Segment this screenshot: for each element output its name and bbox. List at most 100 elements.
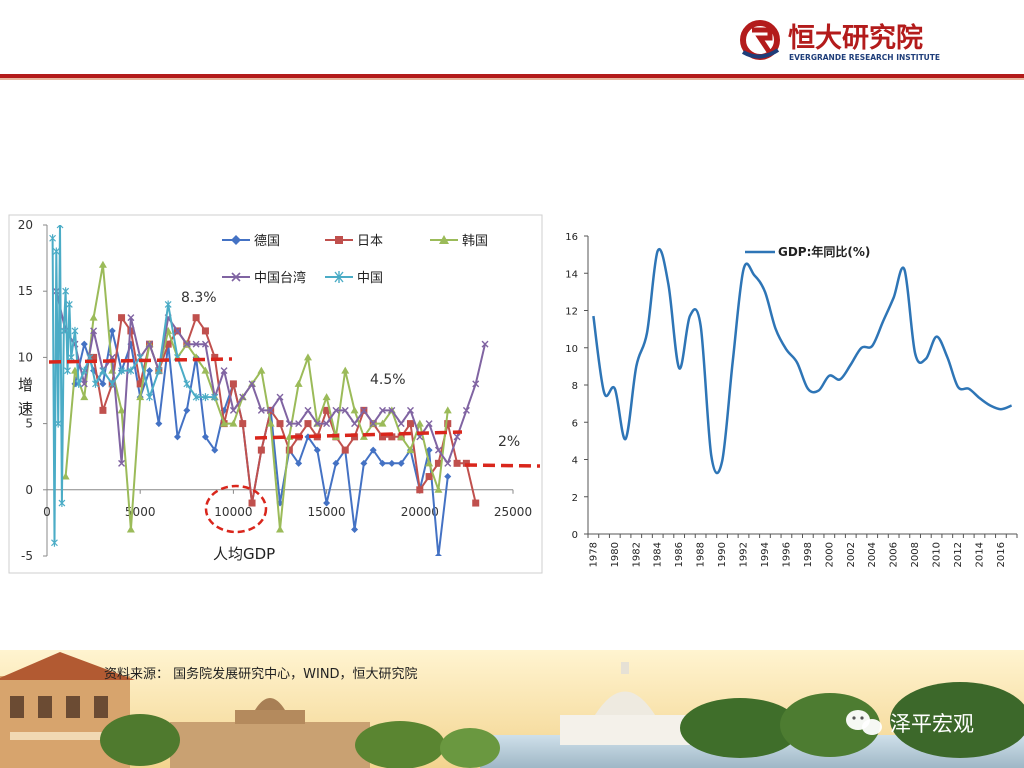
- data-point: [62, 287, 70, 296]
- annotation-4-5-percent: 4.5%: [370, 372, 406, 388]
- data-point: [360, 459, 368, 467]
- left-chart-legend: 德国 日本 韩国 中国台湾 中国: [222, 234, 488, 286]
- legend-item-korea: 韩国: [430, 234, 488, 249]
- right-y-tick-label: 10: [565, 344, 578, 355]
- gdp-10000-highlight-circle: [204, 484, 268, 534]
- data-point: [65, 300, 73, 309]
- left-chart-series: [49, 225, 489, 556]
- data-point: [397, 432, 406, 440]
- series-line: [64, 263, 449, 531]
- data-point: [126, 525, 135, 533]
- data-point: [304, 406, 312, 414]
- data-point: [378, 419, 387, 427]
- data-point: [99, 406, 107, 414]
- left-x-tick-label: 25000: [494, 505, 532, 519]
- data-point: [434, 485, 443, 493]
- data-point: [257, 446, 265, 454]
- data-point: [98, 260, 107, 268]
- right-x-tick-label: 1982: [631, 542, 642, 567]
- footer-banner: 资料来源： 国务院发展研究中心，WIND，恒大研究院 泽平宏观: [0, 650, 1024, 768]
- right-x-tick-label: 2004: [867, 542, 878, 567]
- data-point: [267, 406, 275, 414]
- data-point: [276, 525, 284, 533]
- data-point: [360, 406, 368, 414]
- data-point: [229, 406, 237, 414]
- legend-item-taiwan: 中国台湾: [222, 270, 306, 286]
- data-point: [444, 420, 452, 428]
- left-y-tick-label: 15: [18, 284, 33, 298]
- right-x-tick-label: 1988: [696, 542, 707, 567]
- data-point: [192, 393, 200, 402]
- logo-chinese-name: 恒大研究院: [788, 22, 923, 54]
- right-chart-axes: 0 2 4 6 8 10 12 14 16 1978 1980 1982 1984 1986 1988 199…: [565, 232, 1018, 567]
- data-point: [304, 420, 312, 428]
- data-point: [416, 486, 424, 494]
- data-point: [58, 499, 66, 508]
- data-point: [332, 459, 340, 467]
- data-point: [257, 366, 266, 374]
- palace-building-icon: [170, 698, 370, 768]
- wechat-watermark: 泽平宏观: [846, 710, 974, 736]
- data-point: [379, 459, 387, 467]
- data-point: [248, 380, 256, 388]
- data-point: [99, 366, 107, 375]
- header-rule-shadow: [0, 78, 1024, 80]
- logo-mark-icon: [740, 20, 780, 60]
- data-point: [127, 314, 135, 322]
- data-point: [443, 406, 452, 414]
- data-point: [379, 406, 387, 414]
- data-point: [183, 340, 191, 348]
- data-point: [192, 314, 200, 322]
- left-y-tick-label: 20: [18, 218, 33, 232]
- data-point: [155, 420, 163, 428]
- right-x-tick-label: 1978: [588, 542, 599, 567]
- data-point: [229, 419, 238, 427]
- right-x-tick-label: 2014: [974, 542, 985, 567]
- right-x-tick-label: 1992: [739, 542, 750, 567]
- right-x-tick-label: 2016: [996, 542, 1007, 567]
- right-y-tick-label: 6: [572, 418, 578, 429]
- logo-english-name: EVERGRANDE RESEARCH INSTITUTE: [789, 53, 940, 62]
- evergrande-logo: 恒大研究院 EVERGRANDE RESEARCH INSTITUTE: [740, 20, 940, 62]
- data-point: [415, 419, 424, 427]
- data-point: [146, 340, 154, 348]
- data-point: [183, 379, 191, 388]
- data-point: [173, 433, 181, 441]
- data-point: [117, 406, 126, 414]
- data-point: [332, 406, 340, 414]
- data-point: [51, 538, 58, 547]
- data-point: [146, 393, 153, 402]
- data-point: [406, 420, 414, 428]
- data-point: [183, 406, 191, 414]
- left-chart-frame: [8, 214, 543, 574]
- data-point: [322, 393, 331, 401]
- data-point: [202, 393, 209, 402]
- data-point: [406, 446, 415, 454]
- data-point: [201, 340, 209, 348]
- right-y-tick-label: 16: [565, 232, 578, 243]
- right-chart: 0 2 4 6 8 10 12 14 16 1978 1980 1982 1984 1986 1988 199…: [565, 232, 1018, 567]
- data-point: [92, 379, 99, 388]
- data-point: [351, 420, 359, 428]
- right-x-tick-label: 2006: [889, 542, 900, 567]
- data-point: [211, 446, 219, 454]
- right-x-tick-label: 2008: [910, 542, 921, 567]
- data-point: [434, 446, 442, 454]
- source-note: 资料来源： 国务院发展研究中心，WIND，恒大研究院: [104, 666, 418, 682]
- data-point: [472, 380, 480, 388]
- data-point: [285, 420, 293, 428]
- data-point: [444, 473, 452, 481]
- left-x-tick-label: 10000: [214, 505, 252, 519]
- data-point: [75, 379, 83, 388]
- data-point: [64, 366, 71, 375]
- left-y-tick-label: -5: [21, 549, 33, 563]
- data-point: [341, 366, 350, 374]
- data-point: [397, 420, 405, 428]
- right-x-tick-label: 2002: [846, 542, 857, 567]
- legend-label-korea: 韩国: [462, 234, 488, 249]
- left-y-tick-label: 0: [25, 483, 33, 497]
- data-point: [481, 340, 489, 348]
- data-point: [56, 225, 64, 229]
